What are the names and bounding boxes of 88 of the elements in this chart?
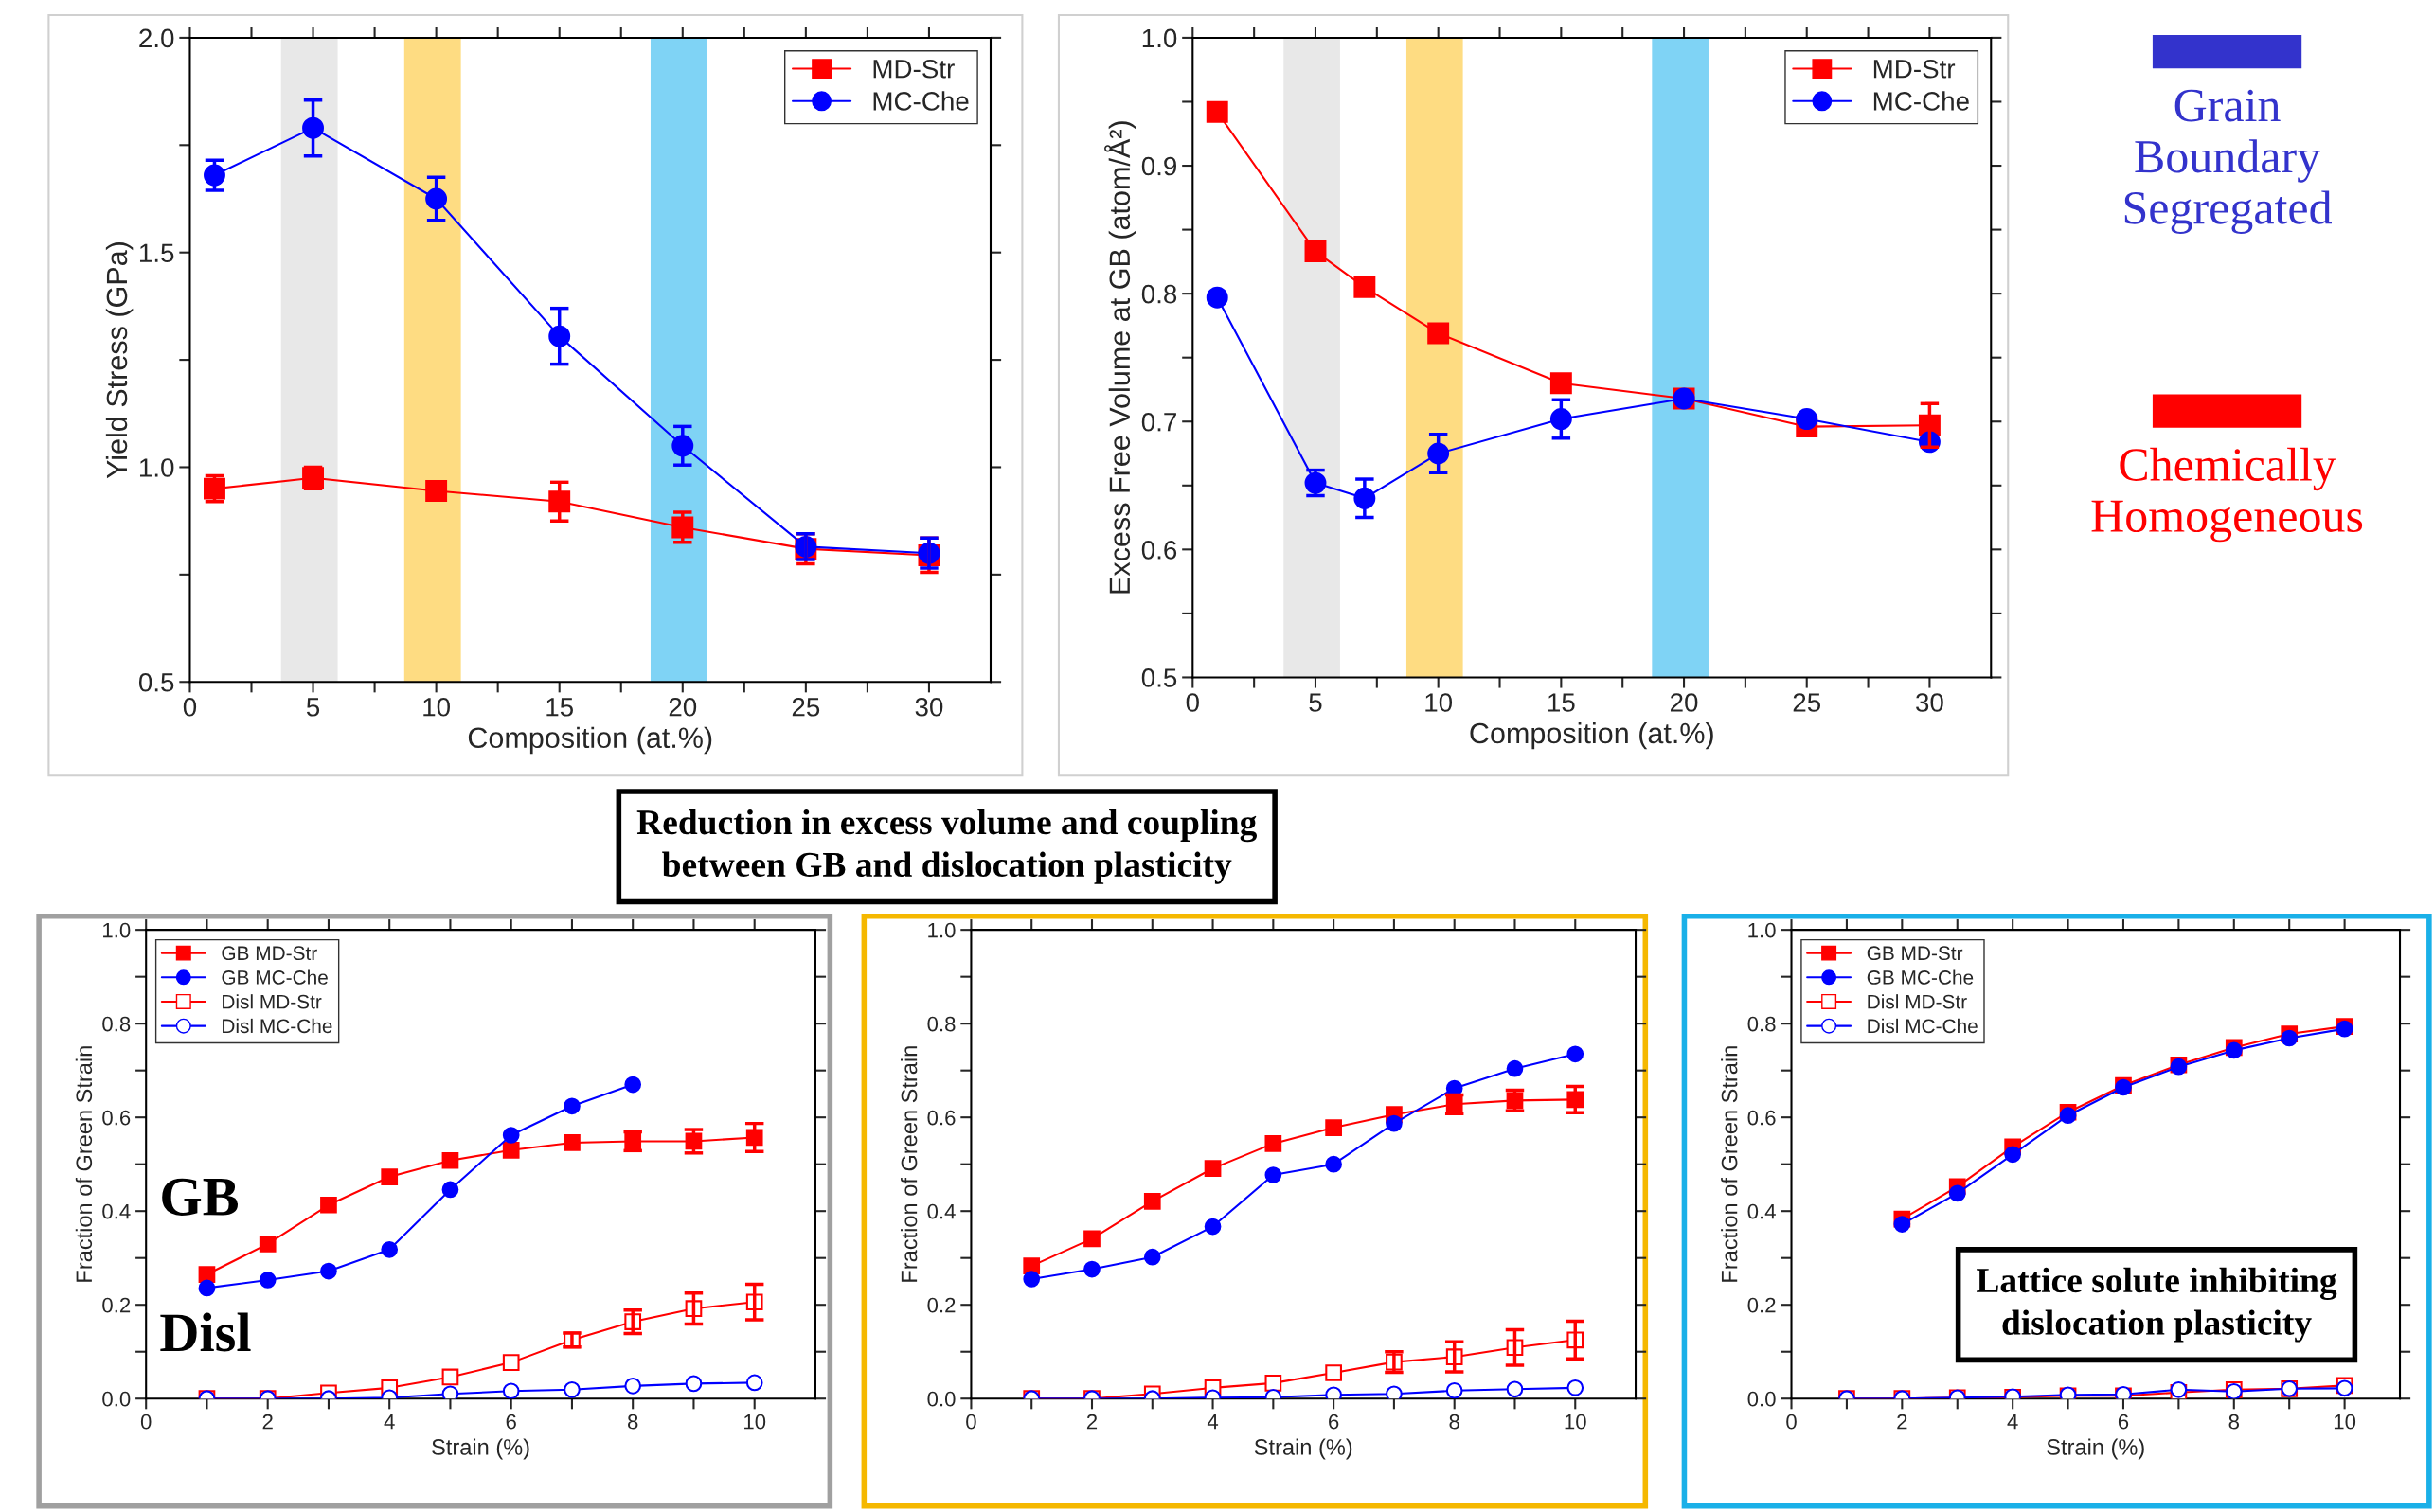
y-tick-label: 0.0 bbox=[1747, 1391, 1776, 1407]
x-tick-label: 4 bbox=[1207, 1414, 1219, 1430]
x-tick-label: 0 bbox=[1786, 1414, 1797, 1430]
x-axis-title: Strain (%) bbox=[432, 1438, 529, 1460]
category-label: Chemically Homogeneous bbox=[2091, 447, 2363, 543]
legend-label: MD-Str bbox=[1873, 59, 1956, 79]
legend-label: MC-Che bbox=[1873, 91, 1969, 111]
y-axis-title: Fraction of Green Strain bbox=[75, 1046, 93, 1282]
x-tick-label: 0 bbox=[183, 697, 197, 717]
x-tick-label: 10 bbox=[744, 1414, 766, 1430]
y-tick-label: 1.0 bbox=[928, 922, 956, 938]
y-tick-label: 0.2 bbox=[102, 1297, 131, 1313]
y-tick-label: 0.9 bbox=[1141, 156, 1177, 176]
y-tick-label: 0.8 bbox=[927, 1016, 956, 1032]
legend-label: Disl MC-Che bbox=[1868, 1018, 1978, 1034]
x-axis-title: Strain (%) bbox=[2047, 1438, 2144, 1460]
x-tick-label: 20 bbox=[669, 697, 697, 717]
y-tick-label: 1.0 bbox=[1748, 922, 1776, 938]
x-tick-label: 25 bbox=[1793, 693, 1821, 712]
x-tick-label: 15 bbox=[546, 698, 573, 717]
y-tick-label: 0.2 bbox=[1747, 1297, 1776, 1313]
x-tick-label: 30 bbox=[1916, 693, 1943, 712]
y-tick-label: 0.8 bbox=[102, 1016, 131, 1032]
legend-label: GB MC-Che bbox=[222, 969, 328, 985]
x-tick-label: 2 bbox=[1086, 1414, 1098, 1430]
y-axis-title: Yield Stress (GPa) bbox=[105, 242, 134, 479]
y-tick-label: 0.4 bbox=[927, 1203, 956, 1219]
x-tick-label: 4 bbox=[2007, 1414, 2018, 1430]
legend-label: MD-Str bbox=[873, 59, 955, 79]
y-tick-label: 0.0 bbox=[927, 1391, 956, 1407]
y-tick-label: 0.8 bbox=[1141, 284, 1177, 304]
y-tick-label: 0.5 bbox=[1141, 668, 1177, 687]
y-tick-label: 0.2 bbox=[927, 1297, 956, 1313]
category-label: Grain Boundary Segregated bbox=[2124, 89, 2332, 234]
legend-label: Disl MC-Che bbox=[223, 1018, 332, 1034]
text: Reduction in excess volume and coupling between GB and dislocation plasticity bbox=[636, 809, 1258, 884]
x-tick-label: 15 bbox=[1548, 693, 1575, 712]
x-tick-label: 6 bbox=[2118, 1414, 2129, 1430]
x-tick-label: 5 bbox=[1309, 693, 1322, 712]
y-tick-label: 0.4 bbox=[102, 1203, 131, 1219]
x-tick-label: 10 bbox=[1565, 1414, 1586, 1430]
x-tick-label: 10 bbox=[423, 697, 450, 717]
y-tick-label: 1.5 bbox=[139, 243, 174, 263]
x-tick-label: 8 bbox=[627, 1414, 638, 1430]
x-tick-label: 10 bbox=[1425, 693, 1453, 712]
y-tick-label: 0.8 bbox=[1747, 1016, 1776, 1032]
x-tick-label: 20 bbox=[1670, 693, 1698, 712]
y-tick-label: 0.4 bbox=[1747, 1203, 1776, 1219]
y-tick-label: 1.0 bbox=[103, 922, 131, 938]
x-tick-label: 0 bbox=[140, 1414, 152, 1430]
x-tick-label: 8 bbox=[1449, 1414, 1459, 1430]
y-axis-title: Fraction of Green Strain bbox=[901, 1046, 918, 1282]
y-tick-label: 2.0 bbox=[139, 28, 174, 48]
x-tick-label: 5 bbox=[306, 698, 320, 717]
x-tick-label: 6 bbox=[506, 1414, 516, 1430]
x-tick-label: 0 bbox=[1186, 693, 1199, 712]
annotation: GB bbox=[162, 1178, 238, 1216]
x-axis-title: Composition (at.%) bbox=[1470, 721, 1713, 750]
legend-label: GB MD-Str bbox=[222, 946, 317, 961]
legend-label: MC-Che bbox=[873, 91, 969, 111]
y-tick-label: 0.7 bbox=[1141, 412, 1176, 432]
y-tick-label: 0.5 bbox=[138, 672, 174, 692]
x-axis-title: Strain (%) bbox=[1254, 1438, 1352, 1460]
x-tick-label: 30 bbox=[915, 697, 943, 717]
legend-label: GB MC-Che bbox=[1867, 969, 1974, 985]
x-axis-title: Composition (at.%) bbox=[468, 726, 712, 755]
x-tick-label: 4 bbox=[384, 1414, 395, 1430]
x-tick-label: 6 bbox=[1329, 1414, 1339, 1430]
annotation: Lattice solute inhibiting dislocation plasticity bbox=[1977, 1267, 2337, 1343]
legend-label: Disl MD-Str bbox=[223, 994, 322, 1009]
x-tick-label: 10 bbox=[2334, 1414, 2356, 1430]
y-tick-label: 0.0 bbox=[102, 1391, 131, 1407]
x-tick-label: 2 bbox=[1897, 1414, 1907, 1430]
y-axis-title: Fraction of Green Strain bbox=[1721, 1046, 1738, 1282]
y-tick-label: 0.6 bbox=[102, 1110, 131, 1126]
y-tick-label: 1.0 bbox=[139, 458, 174, 477]
x-tick-label: 2 bbox=[262, 1414, 273, 1430]
x-tick-label: 25 bbox=[792, 697, 820, 717]
y-tick-label: 1.0 bbox=[1142, 28, 1177, 48]
legend-label: Disl MD-Str bbox=[1868, 994, 1967, 1009]
y-axis-title: Excess Free Volume at GB (atom/Å²) bbox=[1104, 121, 1136, 594]
y-tick-label: 0.6 bbox=[1747, 1110, 1776, 1126]
x-tick-label: 8 bbox=[2228, 1414, 2240, 1430]
y-tick-label: 0.6 bbox=[1141, 541, 1177, 560]
annotation: Disl bbox=[160, 1312, 251, 1352]
legend-label: GB MD-Str bbox=[1867, 946, 1963, 961]
x-tick-label: 0 bbox=[966, 1414, 976, 1430]
y-tick-label: 0.6 bbox=[927, 1110, 956, 1126]
